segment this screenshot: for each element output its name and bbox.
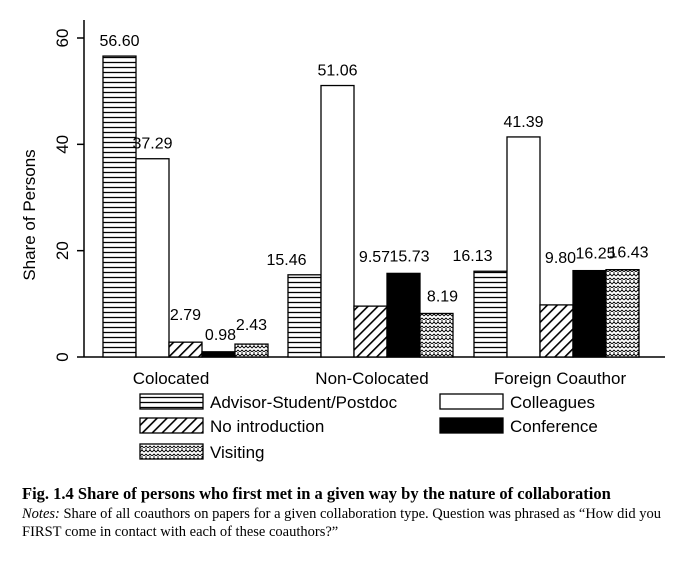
legend-swatch: [439, 393, 504, 410]
notes-label: Notes:: [22, 506, 60, 522]
data-label: 41.39: [503, 114, 543, 131]
legend-label: Visiting: [210, 443, 265, 462]
y-tick-label: 40: [53, 135, 72, 154]
legend: Advisor-Student/Postdoc Colleagues No intr…: [139, 393, 598, 462]
bar-chart: Share of Persons 0 20 40 60 56.60 15.46 16.13…: [20, 20, 665, 462]
bar-marks: [102, 55, 640, 358]
bar-horizontal-lines: [287, 274, 322, 358]
data-label: 9.80: [545, 250, 576, 267]
data-label: 2.79: [170, 307, 201, 324]
data-label: 9.57: [359, 249, 390, 266]
y-axis-title: Share of Persons: [20, 149, 39, 280]
y-tick-label: 20: [53, 241, 72, 260]
bar-crosshatch: [419, 312, 454, 358]
y-tick-label: 60: [53, 29, 72, 48]
bar-horizontal-lines: [473, 270, 508, 358]
bar-crosshatch: [234, 343, 269, 358]
data-label: 15.46: [266, 252, 306, 269]
bar-diagonal-lines: [353, 305, 388, 358]
bar-black: [572, 269, 607, 358]
bar-white: [320, 84, 355, 358]
figure-caption: Fig. 1.4 Share of persons who first met …: [22, 484, 672, 541]
bar-crosshatch: [605, 268, 640, 358]
figure-notes: Notes: Share of all coauthors on papers …: [22, 505, 672, 541]
legend-label: No introduction: [210, 417, 324, 436]
y-axis-title-group: Share of Persons: [20, 149, 39, 280]
bar-diagonal-lines: [539, 304, 574, 358]
bar-black: [201, 351, 236, 358]
bar-diagonal-lines: [168, 341, 203, 358]
legend-label: Conference: [510, 417, 598, 436]
category-label: Foreign Coauthor: [494, 369, 627, 388]
data-label: 16.25: [575, 246, 615, 263]
data-label: 37.29: [132, 136, 172, 153]
data-label: 51.06: [317, 63, 357, 80]
data-label: 16.43: [608, 245, 648, 262]
data-label: 0.98: [205, 327, 236, 344]
figure-title: Fig. 1.4 Share of persons who first met …: [22, 484, 611, 503]
bar-black: [386, 272, 421, 358]
data-label: 16.13: [452, 248, 492, 265]
legend-swatch: [139, 417, 204, 434]
legend-label: Colleagues: [510, 393, 595, 412]
category-label: Colocated: [133, 369, 210, 388]
legend-swatch: [439, 417, 504, 434]
y-tick-label: 0: [53, 352, 72, 361]
category-label: Non-Colocated: [315, 369, 428, 388]
data-labels: 56.60 15.46 16.13 37.29 51.06 41.39 2.79 9.57 9.…: [99, 33, 648, 344]
data-label: 2.43: [236, 317, 267, 334]
legend-swatch: [139, 443, 204, 460]
bar-white: [506, 136, 541, 358]
notes-text: Share of all coauthors on papers for a g…: [22, 506, 662, 540]
data-label: 15.73: [389, 248, 429, 265]
y-axis-ticks: 0 20 40 60: [53, 29, 84, 362]
legend-label: Advisor-Student/Postdoc: [210, 393, 398, 412]
data-label: 8.19: [427, 288, 458, 305]
category-labels: Colocated Non-Colocated Foreign Coauthor: [133, 369, 627, 388]
legend-swatch: [139, 393, 204, 410]
bar-horizontal-lines: [102, 55, 137, 358]
bar-white: [135, 158, 170, 358]
data-label: 56.60: [99, 33, 139, 50]
